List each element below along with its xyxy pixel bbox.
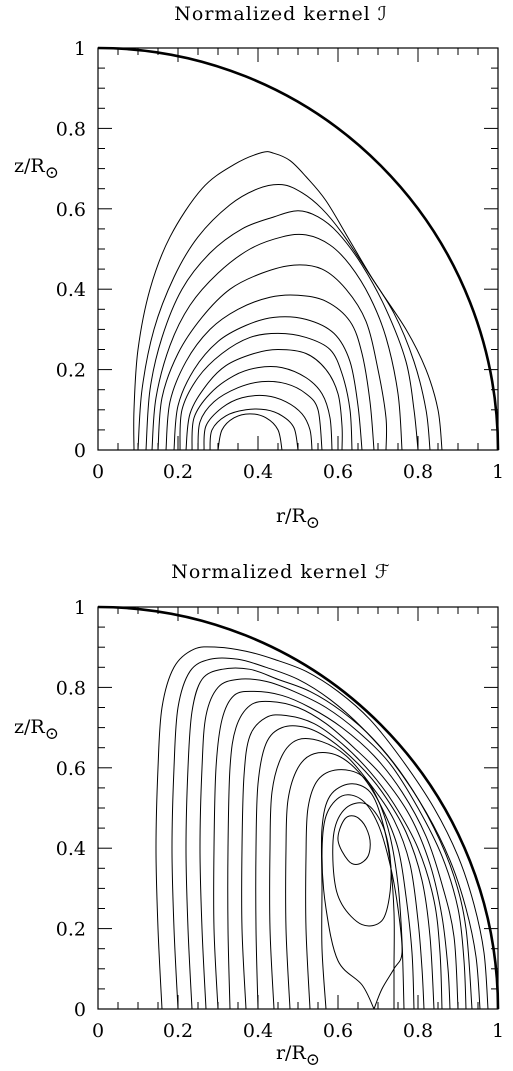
- contour-line-14: [332, 802, 392, 927]
- x-tick-label: 0.6: [323, 461, 353, 483]
- y-tick-label: 0.6: [56, 758, 86, 780]
- kernel-F-panel: Normalized kernel ℱ 0 0.2 0.4 0.6 0.8 1 00.20…: [14, 561, 504, 1070]
- contour-line-7: [241, 714, 443, 1010]
- contour-line-1: [155, 646, 489, 1010]
- contour-lines: [155, 646, 489, 1010]
- y-tick-label: 0.8: [56, 118, 86, 140]
- contour-line-13: [209, 408, 299, 451]
- y-tick-label: 0.4: [56, 279, 86, 301]
- x-axis-label: r/R⊙: [276, 505, 320, 533]
- contour-line-12: [320, 783, 395, 1010]
- contour-line-9: [185, 348, 343, 451]
- y-axis-label: z/R⊙: [14, 155, 59, 183]
- x-tick-label: 1: [492, 1020, 504, 1042]
- contour-line-5: [213, 690, 459, 1010]
- contour-line-4: [151, 233, 403, 451]
- x-tick-labels: 0 0.2 0.4 0.6 0.8 1: [92, 461, 504, 483]
- plot-area: 0 0.2 0.4 0.6 0.8 1 0 0.2 0.4 0.6 0.8 1: [56, 38, 504, 483]
- contour-line-5: [157, 264, 388, 451]
- y-tick-label: 1: [74, 597, 86, 619]
- y-axis-label: z/R⊙: [14, 716, 59, 744]
- contour-line-2: [171, 657, 481, 1010]
- contour-line-12: [203, 394, 313, 451]
- contour-line-14: [217, 413, 283, 451]
- contour-line-3: [145, 210, 419, 451]
- contour-line-13: [321, 794, 403, 1010]
- y-tick-label: 0: [74, 999, 86, 1021]
- x-axis-label: r/R⊙: [276, 1042, 320, 1070]
- y-tick-label: 0.2: [56, 919, 86, 941]
- contour-line-6: [227, 700, 451, 1010]
- panel-title: Normalized kernel ℐ: [174, 3, 387, 25]
- plot-area: 0 0.2 0.4 0.6 0.8 1 0 0.2 0.4 0.6 0.8 1: [56, 597, 504, 1042]
- x-tick-labels: 0 0.2 0.4 0.6 0.8 1: [92, 1020, 504, 1042]
- x-tick-label: 1: [492, 461, 504, 483]
- y-tick-label: 0.2: [56, 360, 86, 382]
- contour-line-11: [305, 769, 405, 1010]
- kernel-I-panel: Normalized kernel ℐ 0 0.2 0.4 0.6 0.8 1 00.20…: [14, 3, 504, 533]
- y-tick-label: 0.8: [56, 677, 86, 699]
- y-tick-label: 0: [74, 440, 86, 462]
- x-tick-label: 0: [92, 1020, 104, 1042]
- x-tick-label: 0.2: [163, 1020, 193, 1042]
- y-tick-label: 0.4: [56, 838, 86, 860]
- contour-line-10: [285, 752, 415, 1010]
- y-tick-labels: 0 0.2 0.4 0.6 0.8 1: [56, 38, 86, 462]
- y-tick-label: 1: [74, 38, 86, 60]
- solar-surface-boundary: [97, 46, 500, 451]
- contour-line-3: [185, 667, 473, 1010]
- contour-line-2: [137, 184, 431, 451]
- x-tick-label: 0.8: [403, 1020, 433, 1042]
- solar-surface-boundary: [97, 605, 500, 1010]
- axis-ticks: [97, 606, 499, 1010]
- axis-ticks: [97, 47, 499, 451]
- contour-line-4: [199, 678, 467, 1010]
- contour-line-7: [173, 316, 363, 451]
- contour-line-9: [269, 738, 425, 1010]
- contour-lines: [133, 151, 443, 451]
- x-tick-label: 0.2: [163, 461, 193, 483]
- x-tick-label: 0.4: [243, 1020, 273, 1042]
- x-tick-label: 0.6: [323, 1020, 353, 1042]
- contour-line-11: [197, 380, 323, 451]
- y-tick-labels: 0 0.2 0.4 0.6 0.8 1: [56, 597, 86, 1021]
- x-tick-label: 0.8: [403, 461, 433, 483]
- contour-line-8: [255, 725, 435, 1010]
- x-tick-label: 0.4: [243, 461, 273, 483]
- contour-line-8: [179, 332, 353, 451]
- contour-line-10: [191, 365, 333, 451]
- x-tick-label: 0: [92, 461, 104, 483]
- panel-title: Normalized kernel ℱ: [171, 561, 390, 583]
- contour-line-1: [133, 151, 443, 451]
- contour-line-15: [337, 815, 371, 865]
- contour-line-6: [165, 294, 375, 451]
- y-tick-label: 0.6: [56, 199, 86, 221]
